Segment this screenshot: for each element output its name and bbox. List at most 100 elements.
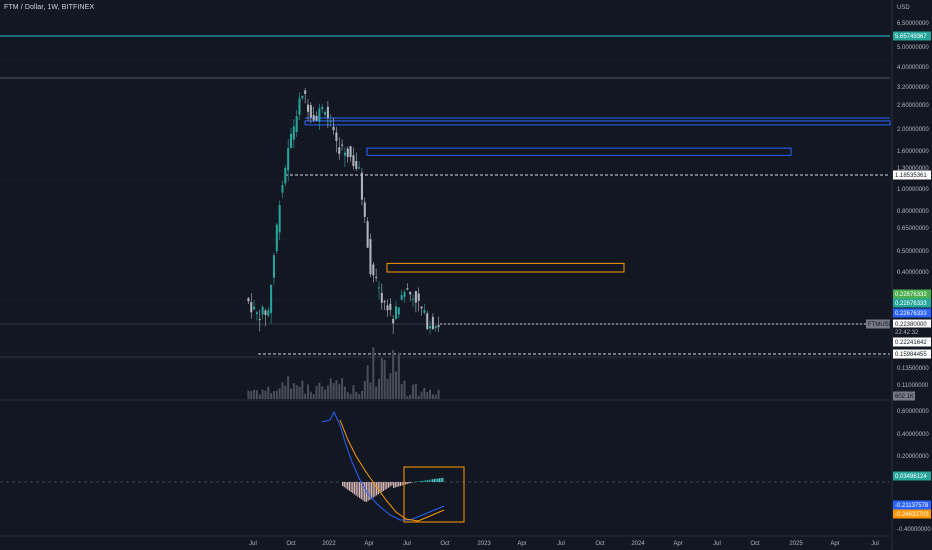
candle-body <box>307 104 310 112</box>
macd-histogram-bar <box>382 482 384 491</box>
macd-histogram-bar <box>377 482 379 495</box>
symbol-title: FTM / Dollar, 1W, BITFINEX <box>4 4 95 11</box>
volume-bar <box>377 378 380 399</box>
candle-body <box>267 310 270 316</box>
macd-histogram-bar <box>428 479 430 482</box>
macd-histogram-tag-bg <box>893 471 931 481</box>
volume-tag: 602.1K <box>895 394 914 400</box>
volume-bar <box>363 381 366 399</box>
macd-histogram-bar <box>437 478 439 482</box>
macd-histogram-bar <box>355 482 357 496</box>
cyan-level-tag-bg <box>893 31 931 41</box>
price-tick-label: 6.50000000 <box>897 21 929 27</box>
candle-body <box>349 146 352 158</box>
macd-histogram-bar <box>386 482 388 489</box>
candle-body <box>360 172 363 200</box>
dashed-level-2-tag-bg <box>893 349 931 359</box>
volume-bar <box>318 382 321 399</box>
volume-bar <box>326 385 329 399</box>
macd-histogram-bar <box>342 482 344 486</box>
candle-body <box>301 95 304 99</box>
time-axis-label: Apr <box>830 541 839 547</box>
volume-bar <box>321 386 324 399</box>
volume-bar <box>343 386 346 399</box>
candle-body <box>284 167 287 184</box>
currency-label: USD <box>897 5 910 11</box>
candle-body <box>434 326 437 329</box>
green-tag-2-bg <box>893 298 931 308</box>
candle-body <box>312 115 315 121</box>
volume-bar <box>389 373 392 399</box>
time-axis-label: Jul <box>249 541 257 547</box>
candle-body <box>431 316 434 330</box>
macd-histogram-bar <box>389 482 391 487</box>
volume-bar <box>406 395 409 399</box>
macd-histogram-tag: 0.03496124 <box>895 474 927 480</box>
macd-tick-label: -0.40000000 <box>897 527 931 533</box>
cyan-level-tag: 5.65749367 <box>895 34 927 40</box>
candle-body <box>426 313 429 329</box>
macd-histogram-bar <box>399 482 401 486</box>
macd-histogram-bar <box>416 481 418 482</box>
macd-histogram-bar <box>372 482 374 498</box>
candle-body <box>281 185 284 193</box>
volume-bar <box>394 371 398 399</box>
candle-body <box>270 284 273 314</box>
time-axis-label: 2024 <box>631 541 645 547</box>
volume-bar <box>301 380 304 399</box>
volume-bar <box>289 388 293 399</box>
candle-body <box>369 239 372 275</box>
macd-tick-label: 0.60000000 <box>897 409 929 415</box>
time-axis-label: Apr <box>517 541 526 547</box>
candle-body <box>406 288 409 290</box>
volume-bar <box>270 393 273 399</box>
time-axis-label: Oct <box>595 541 605 547</box>
candle-body <box>355 161 358 169</box>
macd-histogram-bar <box>423 480 425 482</box>
volume-bar <box>324 389 327 399</box>
macd-histogram-bar <box>394 482 396 488</box>
macd-histogram-bar <box>420 481 422 482</box>
candle-body <box>264 310 267 315</box>
time-axis-label: Jul <box>713 541 721 547</box>
price-tick-label: 1.60000000 <box>897 149 929 155</box>
price-tick-label: 2.60000000 <box>897 103 929 109</box>
volume-bar <box>304 393 307 399</box>
price-tick-label: 0.13500000 <box>897 366 929 372</box>
volume-bar <box>355 391 358 399</box>
volume-bar <box>307 384 310 399</box>
candle-body <box>278 204 281 233</box>
macd-histogram-bar <box>432 479 434 482</box>
volume-bar <box>400 384 403 399</box>
macd-histogram-bar <box>357 482 359 497</box>
macd-histogram-bar <box>440 478 442 482</box>
macd-histogram-bar <box>374 482 376 497</box>
macd-histogram-bar <box>391 482 393 486</box>
volume-bar <box>346 392 349 399</box>
volume-bar <box>250 391 253 399</box>
macd-line-tag: -0.21137578 <box>895 503 929 509</box>
volume-bar <box>253 390 256 399</box>
candle-body <box>423 310 426 313</box>
macd-histogram-bar <box>396 482 398 487</box>
volume-bar <box>380 358 383 399</box>
volume-bar <box>341 378 344 399</box>
macd-histogram-bar <box>410 482 412 483</box>
candle-body <box>250 302 253 313</box>
macd-histogram-bar <box>348 482 350 491</box>
price-tick-label: 3.20000000 <box>897 85 929 91</box>
volume-bar <box>287 376 290 399</box>
candle-body <box>321 107 324 109</box>
candle-body <box>295 116 298 132</box>
price-tick-label: 1.00000000 <box>897 187 929 193</box>
green-tag-2: 0.22676333 <box>895 301 927 307</box>
countdown-tag: 22:42:32 <box>895 330 919 336</box>
candle-body <box>292 126 295 140</box>
volume-bar <box>338 384 341 399</box>
candle-body <box>392 319 395 324</box>
macd-histogram-bar <box>387 482 390 488</box>
macd-histogram-bar <box>406 482 408 484</box>
volume-bar <box>409 394 412 399</box>
candle-body <box>338 147 341 154</box>
